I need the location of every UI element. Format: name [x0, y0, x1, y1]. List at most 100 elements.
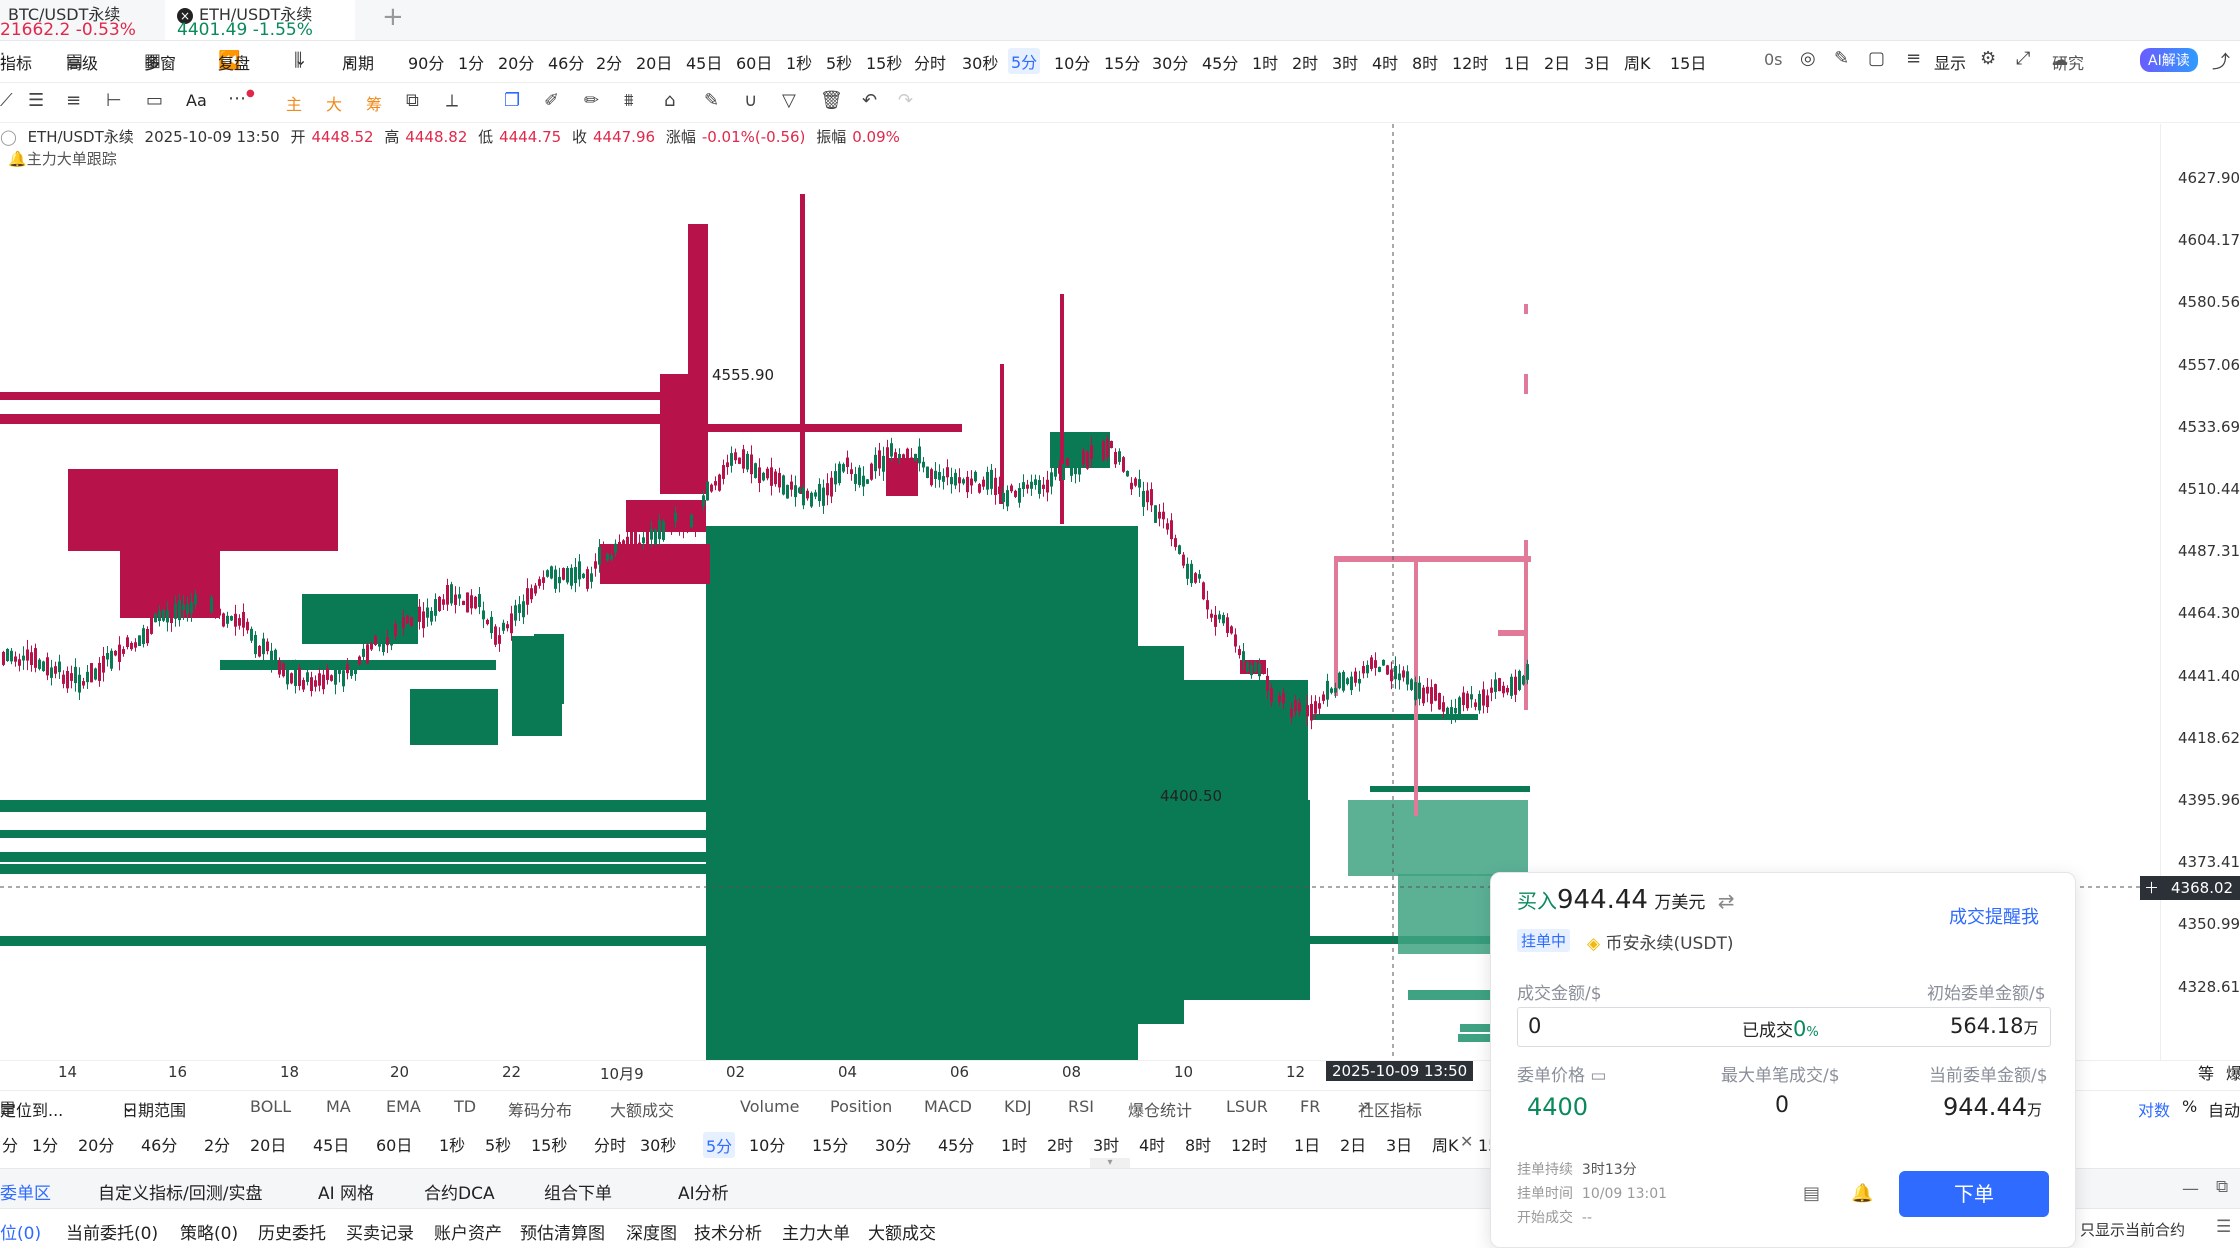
interval-46分[interactable]: 46分	[548, 54, 585, 73]
indicator-position[interactable]: Position	[830, 1097, 893, 1116]
indicator-boll[interactable]: BOLL	[250, 1097, 292, 1116]
add-tab-button[interactable]: +	[382, 2, 404, 32]
interval-周K[interactable]: 周K	[1624, 54, 1651, 73]
bottom-interval-15秒[interactable]: 15秒	[531, 1136, 568, 1155]
indicator-大额成交[interactable]: 大额成交	[610, 1101, 675, 1120]
bottom-interval-2分[interactable]: 2分	[204, 1136, 231, 1155]
bottom-interval-30分[interactable]: 30分	[875, 1136, 912, 1155]
bottom-tab-1[interactable]: 自定义指标/回测/实盘	[98, 1184, 263, 1204]
bell-icon[interactable]: 🔔	[1851, 1183, 1874, 1204]
pencil-icon[interactable]: ✎	[1834, 48, 1850, 69]
period-dropdown[interactable]: 周期 ⌄	[342, 50, 375, 73]
bottom-subtab-2[interactable]: 策略(0)	[180, 1224, 239, 1244]
interval-5分[interactable]: 5分	[1008, 48, 1041, 74]
chart-type-button[interactable]: ⫼ ⌄	[294, 50, 308, 71]
fullscreen-icon[interactable]: ⤢	[2016, 48, 2031, 69]
interval-30秒[interactable]: 30秒	[962, 54, 999, 73]
interval-15秒[interactable]: 15秒	[866, 54, 903, 73]
bottom-interval-30秒[interactable]: 30秒	[640, 1136, 677, 1155]
expand-icon[interactable]: ⧉	[2216, 1177, 2229, 1197]
camera-icon[interactable]: ◎	[1800, 48, 1816, 69]
main-toggle[interactable]: 主	[286, 95, 303, 114]
indicator-筹码分布[interactable]: 筹码分布	[508, 1101, 573, 1120]
price-axis[interactable]	[2160, 124, 2240, 1060]
bottom-subtab-10[interactable]: 大额成交	[868, 1224, 936, 1244]
indicator-lsur[interactable]: LSUR	[1226, 1097, 1268, 1116]
interval-12时[interactable]: 12时	[1452, 54, 1489, 73]
indicator-爆仓统计[interactable]: 爆仓统计	[1128, 1101, 1193, 1120]
indicator-macd[interactable]: MACD	[924, 1097, 972, 1116]
text-tool[interactable]: Aa	[186, 91, 207, 110]
bottom-interval-3日[interactable]: 3日	[1386, 1136, 1413, 1155]
indicator-kdj[interactable]: KDJ	[1004, 1097, 1032, 1116]
line-tool-icon[interactable]: ⟋	[0, 90, 13, 111]
bottom-interval-45分[interactable]: 45分	[938, 1136, 975, 1155]
interval-45分[interactable]: 45分	[1202, 54, 1239, 73]
interval-分时[interactable]: 分时	[914, 54, 947, 73]
bottom-interval-1时[interactable]: 1时	[1001, 1136, 1028, 1155]
bottom-interval-45日[interactable]: 45日	[313, 1136, 350, 1155]
bottom-interval-8时[interactable]: 8时	[1185, 1136, 1212, 1155]
interval-20日[interactable]: 20日	[636, 54, 673, 73]
tracker-label[interactable]: 🔔主力大单跟踪	[8, 150, 117, 168]
brush-icon[interactable]: ✐	[544, 90, 560, 111]
parallel-tool-icon[interactable]: ☰	[28, 90, 45, 111]
swap-icon[interactable]: ⇄	[1717, 889, 1735, 913]
date-range-dropdown[interactable]: 日期范围 ⌄	[122, 1097, 187, 1120]
ai-button[interactable]: AI解读	[2140, 48, 2198, 72]
interval-1分[interactable]: 1分	[458, 54, 485, 73]
more-icon[interactable]: ⋯ ●	[228, 88, 255, 109]
bottom-subtab-0[interactable]: 位(0)	[0, 1224, 42, 1244]
marker-icon[interactable]: ✏	[584, 90, 600, 111]
bottom-interval-12时[interactable]: 12时	[1231, 1136, 1268, 1155]
interval-2时[interactable]: 2时	[1292, 54, 1319, 73]
minimize-icon[interactable]: —	[2182, 1179, 2199, 1199]
bottom-tab-0[interactable]: 委单区	[0, 1184, 51, 1204]
indicator-rsi[interactable]: RSI	[1068, 1097, 1094, 1116]
bottom-interval-1秒[interactable]: 1秒	[439, 1136, 466, 1155]
indicator-fr[interactable]: FR	[1300, 1097, 1321, 1116]
bottom-interval-分时[interactable]: 分时	[594, 1136, 627, 1155]
time-axis[interactable]: 14 16 18 20 22 10月9 02 04 06 08 10 12	[0, 1060, 2240, 1083]
interval-15日[interactable]: 15日	[1670, 54, 1707, 73]
chips-toggle[interactable]: 筹	[366, 95, 383, 114]
share-icon[interactable]: ⤴	[2212, 52, 2230, 73]
interval-2日[interactable]: 2日	[1544, 54, 1571, 73]
crosshair-add-icon[interactable]: ＋	[2144, 879, 2160, 897]
interval-1日[interactable]: 1日	[1504, 54, 1531, 73]
display-button[interactable]: 显示	[1934, 54, 1967, 73]
bottom-interval-3时[interactable]: 3时	[1093, 1136, 1120, 1155]
interval-4时[interactable]: 4时	[1372, 54, 1399, 73]
rect-tool-icon[interactable]: ▭	[146, 90, 164, 111]
indicator-volume[interactable]: Volume	[740, 1097, 800, 1116]
bottom-interval-2日[interactable]: 2日	[1340, 1136, 1367, 1155]
bottom-interval-分[interactable]: 分	[2, 1136, 19, 1155]
bottom-interval-10分[interactable]: 10分	[749, 1136, 786, 1155]
bottom-subtab-6[interactable]: 预估清算图	[520, 1224, 605, 1244]
undo-icon[interactable]: ↶	[862, 90, 878, 111]
bottom-tab-3[interactable]: 合约DCA	[424, 1184, 495, 1204]
duplicate-icon[interactable]: ❐	[504, 90, 521, 111]
measure-icon[interactable]: ⩩	[624, 90, 634, 111]
lock-icon[interactable]: ⌂	[664, 90, 676, 111]
bottom-subtab-8[interactable]: 技术分析	[694, 1224, 762, 1244]
indicator-ma[interactable]: MA	[326, 1097, 351, 1116]
bottom-interval-15分[interactable]: 15分	[812, 1136, 849, 1155]
interval-1秒[interactable]: 1秒	[786, 54, 813, 73]
list-icon[interactable]: ☰	[2216, 1217, 2232, 1237]
interval-3日[interactable]: 3日	[1584, 54, 1611, 73]
log-toggle[interactable]: 对数	[2138, 1101, 2171, 1120]
auto-toggle[interactable]: 自动	[2208, 1101, 2240, 1120]
interval-8时[interactable]: 8时	[1412, 54, 1439, 73]
close-icon[interactable]: ✕	[1460, 1132, 1474, 1151]
bottom-interval-20分[interactable]: 20分	[78, 1136, 115, 1155]
filter-icon[interactable]: ▽	[782, 90, 796, 111]
bottom-interval-60日[interactable]: 60日	[376, 1136, 413, 1155]
list-icon[interactable]: ≡	[1906, 48, 1922, 69]
bottom-interval-20日[interactable]: 20日	[250, 1136, 287, 1155]
indicator-ema[interactable]: EMA	[386, 1097, 421, 1116]
redo-icon[interactable]: ↷	[898, 90, 914, 111]
interval-30分[interactable]: 30分	[1152, 54, 1189, 73]
copy-icon[interactable]: ⧉	[406, 90, 419, 111]
research-button[interactable]: ☁ 研究 ⌄	[2052, 50, 2085, 73]
